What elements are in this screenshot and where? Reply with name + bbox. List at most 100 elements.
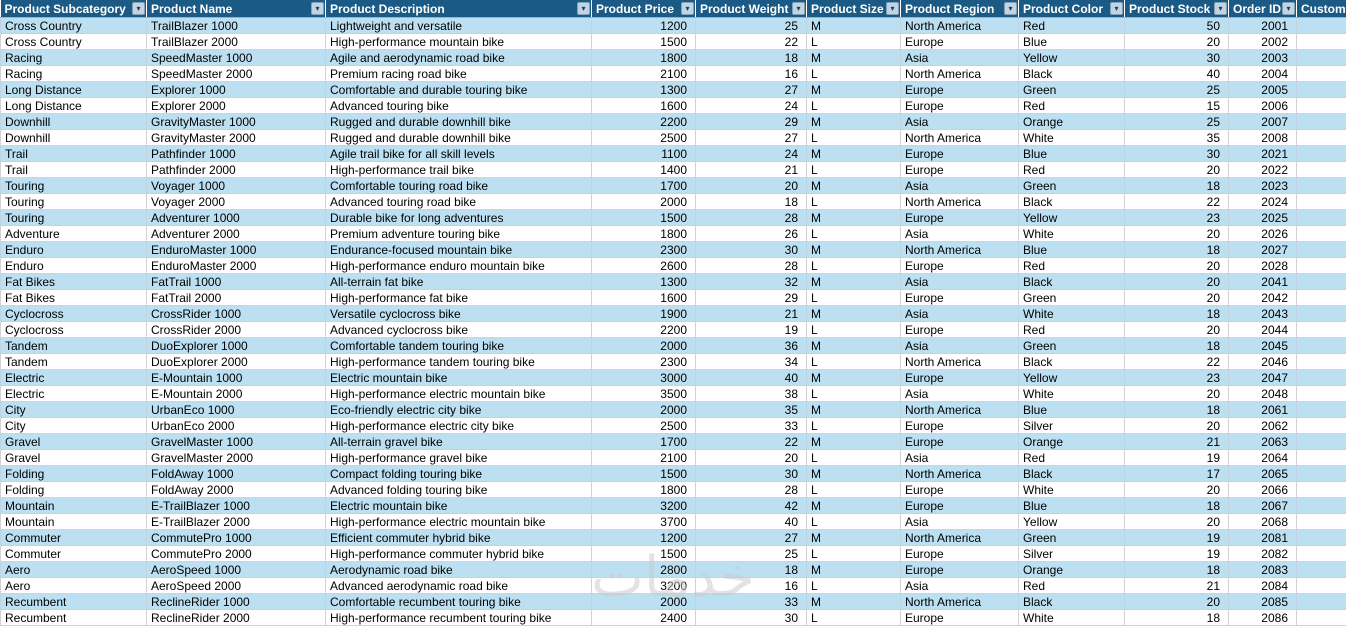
cell-product-subcategory[interactable]: Trail	[1, 162, 147, 178]
cell-product-name[interactable]: Voyager 2000	[147, 194, 326, 210]
cell-product-size[interactable]: M	[807, 242, 901, 258]
column-header-order-id[interactable]: Order ID▾	[1229, 0, 1297, 18]
cell-product-name[interactable]: Adventurer 1000	[147, 210, 326, 226]
cell-product-description[interactable]: Agile trail bike for all skill levels	[326, 146, 592, 162]
cell-product-subcategory[interactable]: Trail	[1, 146, 147, 162]
cell-product-weight[interactable]: 34	[696, 354, 807, 370]
cell-product-stock[interactable]: 18	[1125, 242, 1229, 258]
cell-order-id[interactable]: 2084	[1229, 578, 1297, 594]
cell-product-stock[interactable]: 35	[1125, 130, 1229, 146]
cell-product-stock[interactable]: 20	[1125, 34, 1229, 50]
cell-product-subcategory[interactable]: Downhill	[1, 114, 147, 130]
cell-order-id[interactable]: 2021	[1229, 146, 1297, 162]
cell-customer[interactable]	[1297, 66, 1346, 82]
cell-order-id[interactable]: 2064	[1229, 450, 1297, 466]
cell-customer[interactable]	[1297, 274, 1346, 290]
cell-product-stock[interactable]: 22	[1125, 194, 1229, 210]
cell-product-stock[interactable]: 20	[1125, 290, 1229, 306]
cell-product-description[interactable]: Advanced touring bike	[326, 98, 592, 114]
cell-product-stock[interactable]: 15	[1125, 98, 1229, 114]
cell-product-weight[interactable]: 40	[696, 370, 807, 386]
cell-order-id[interactable]: 2006	[1229, 98, 1297, 114]
cell-order-id[interactable]: 2004	[1229, 66, 1297, 82]
cell-product-color[interactable]: White	[1019, 482, 1125, 498]
cell-product-weight[interactable]: 25	[696, 18, 807, 34]
cell-order-id[interactable]: 2086	[1229, 610, 1297, 626]
cell-product-description[interactable]: High-performance commuter hybrid bike	[326, 546, 592, 562]
cell-product-price[interactable]: 1600	[592, 290, 696, 306]
filter-dropdown-icon[interactable]: ▾	[577, 2, 590, 15]
cell-customer[interactable]	[1297, 114, 1346, 130]
cell-product-subcategory[interactable]: Aero	[1, 562, 147, 578]
cell-product-description[interactable]: Versatile cyclocross bike	[326, 306, 592, 322]
cell-product-stock[interactable]: 40	[1125, 66, 1229, 82]
cell-product-name[interactable]: E-Mountain 2000	[147, 386, 326, 402]
cell-product-price[interactable]: 2000	[592, 194, 696, 210]
cell-customer[interactable]	[1297, 226, 1346, 242]
cell-order-id[interactable]: 2067	[1229, 498, 1297, 514]
cell-product-color[interactable]: Blue	[1019, 34, 1125, 50]
cell-product-name[interactable]: TrailBlazer 2000	[147, 34, 326, 50]
cell-product-stock[interactable]: 20	[1125, 258, 1229, 274]
cell-order-id[interactable]: 2023	[1229, 178, 1297, 194]
cell-product-region[interactable]: Europe	[901, 434, 1019, 450]
cell-product-price[interactable]: 1800	[592, 50, 696, 66]
column-header-product-description[interactable]: Product Description▾	[326, 0, 592, 18]
cell-product-weight[interactable]: 20	[696, 178, 807, 194]
cell-product-subcategory[interactable]: Recumbent	[1, 594, 147, 610]
cell-product-name[interactable]: EnduroMaster 1000	[147, 242, 326, 258]
cell-product-size[interactable]: L	[807, 546, 901, 562]
cell-product-description[interactable]: Durable bike for long adventures	[326, 210, 592, 226]
column-header-product-size[interactable]: Product Size▾	[807, 0, 901, 18]
cell-product-weight[interactable]: 19	[696, 322, 807, 338]
cell-product-color[interactable]: Orange	[1019, 562, 1125, 578]
cell-product-size[interactable]: M	[807, 594, 901, 610]
cell-product-weight[interactable]: 28	[696, 210, 807, 226]
cell-product-subcategory[interactable]: Long Distance	[1, 82, 147, 98]
cell-order-id[interactable]: 2066	[1229, 482, 1297, 498]
cell-product-price[interactable]: 1100	[592, 146, 696, 162]
cell-order-id[interactable]: 2063	[1229, 434, 1297, 450]
cell-product-color[interactable]: Red	[1019, 162, 1125, 178]
cell-product-size[interactable]: L	[807, 450, 901, 466]
cell-product-name[interactable]: UrbanEco 1000	[147, 402, 326, 418]
cell-order-id[interactable]: 2083	[1229, 562, 1297, 578]
cell-product-size[interactable]: M	[807, 466, 901, 482]
cell-product-color[interactable]: Black	[1019, 274, 1125, 290]
cell-customer[interactable]	[1297, 178, 1346, 194]
cell-customer[interactable]	[1297, 18, 1346, 34]
cell-customer[interactable]	[1297, 434, 1346, 450]
cell-product-color[interactable]: Black	[1019, 594, 1125, 610]
cell-order-id[interactable]: 2002	[1229, 34, 1297, 50]
cell-product-description[interactable]: High-performance trail bike	[326, 162, 592, 178]
column-header-product-region[interactable]: Product Region▾	[901, 0, 1019, 18]
cell-product-weight[interactable]: 33	[696, 418, 807, 434]
cell-product-name[interactable]: Pathfinder 1000	[147, 146, 326, 162]
cell-product-description[interactable]: High-performance recumbent touring bike	[326, 610, 592, 626]
column-header-product-weight[interactable]: Product Weight▾	[696, 0, 807, 18]
cell-product-subcategory[interactable]: Gravel	[1, 450, 147, 466]
cell-order-id[interactable]: 2003	[1229, 50, 1297, 66]
cell-product-name[interactable]: GravelMaster 1000	[147, 434, 326, 450]
cell-product-stock[interactable]: 22	[1125, 354, 1229, 370]
cell-product-stock[interactable]: 18	[1125, 178, 1229, 194]
cell-product-region[interactable]: Europe	[901, 370, 1019, 386]
cell-product-color[interactable]: Red	[1019, 450, 1125, 466]
cell-product-color[interactable]: Black	[1019, 466, 1125, 482]
cell-order-id[interactable]: 2026	[1229, 226, 1297, 242]
cell-product-name[interactable]: Adventurer 2000	[147, 226, 326, 242]
cell-product-name[interactable]: E-TrailBlazer 1000	[147, 498, 326, 514]
cell-product-stock[interactable]: 25	[1125, 82, 1229, 98]
cell-product-subcategory[interactable]: City	[1, 402, 147, 418]
cell-product-size[interactable]: L	[807, 290, 901, 306]
cell-customer[interactable]	[1297, 242, 1346, 258]
cell-customer[interactable]	[1297, 370, 1346, 386]
cell-product-weight[interactable]: 18	[696, 562, 807, 578]
cell-order-id[interactable]: 2042	[1229, 290, 1297, 306]
cell-product-size[interactable]: L	[807, 578, 901, 594]
cell-product-region[interactable]: Asia	[901, 178, 1019, 194]
cell-product-price[interactable]: 1700	[592, 178, 696, 194]
cell-product-color[interactable]: Blue	[1019, 146, 1125, 162]
cell-product-subcategory[interactable]: Tandem	[1, 338, 147, 354]
cell-product-price[interactable]: 2300	[592, 242, 696, 258]
